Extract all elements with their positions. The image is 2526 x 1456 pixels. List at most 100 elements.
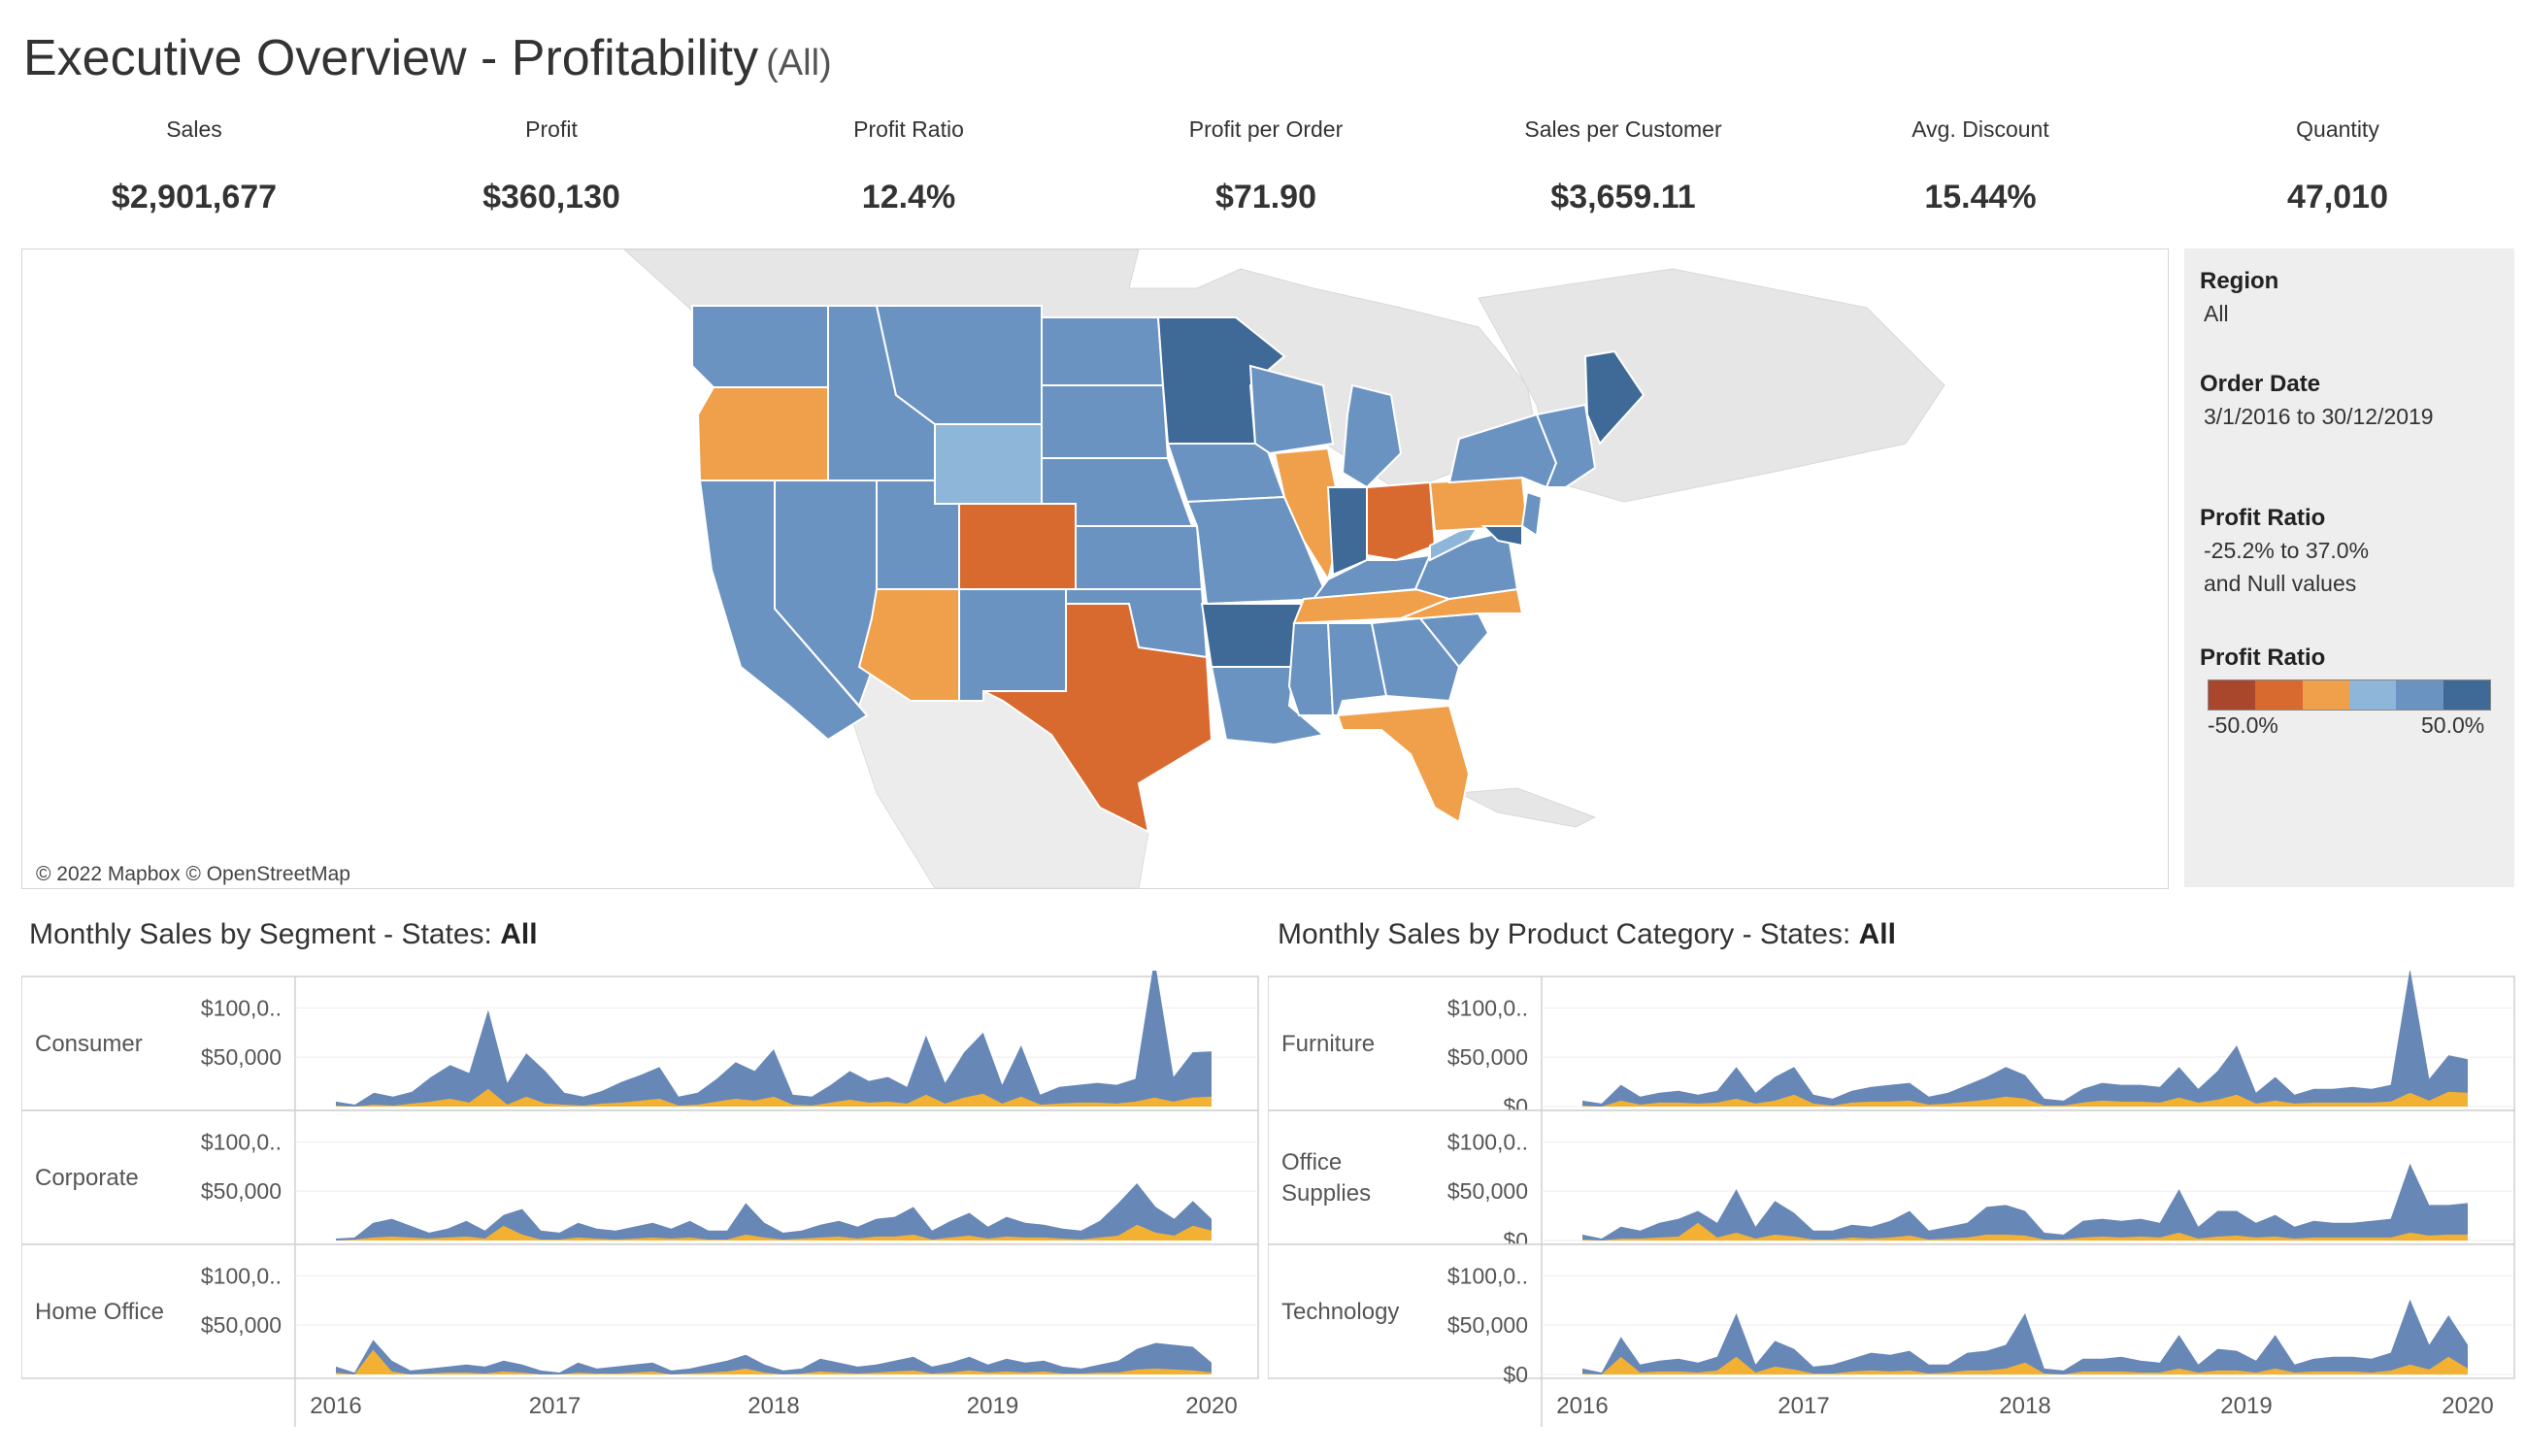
category-chart-title: Monthly Sales by Product Category - Stat… xyxy=(1278,918,1896,951)
profit-area[interactable] xyxy=(1582,1091,2468,1107)
kpi-label: Sales xyxy=(166,116,222,142)
segment-chart-title-text: Monthly Sales by Segment - States: xyxy=(29,918,501,950)
filter-order-date-value[interactable]: 3/1/2016 to 30/12/2019 xyxy=(2204,404,2434,429)
map-credit: © 2022 Mapbox © OpenStreetMap xyxy=(36,863,350,885)
state-wisconsin[interactable] xyxy=(1248,364,1335,455)
kpi-label: Profit per Order xyxy=(1188,116,1344,142)
profit-area[interactable] xyxy=(336,1088,1212,1107)
kpi-sales: Sales $2,901,677 xyxy=(16,116,373,216)
state-new-england[interactable] xyxy=(1535,403,1597,488)
sales-area[interactable] xyxy=(336,971,1212,1107)
legend-title: Profit Ratio xyxy=(2200,645,2326,671)
state-texas[interactable] xyxy=(982,603,1213,834)
profit-area[interactable] xyxy=(336,1224,1212,1241)
x-tick-label: 2018 xyxy=(1999,1393,2050,1419)
filters-panel: Region All Order Date 3/1/2016 to 30/12/… xyxy=(2184,248,2514,887)
x-tick-label: 2020 xyxy=(1185,1393,1237,1419)
category-chart-title-text: Monthly Sales by Product Category - Stat… xyxy=(1278,918,1859,950)
panel-label: Supplies xyxy=(1281,1180,1371,1207)
filter-region-value[interactable]: All xyxy=(2204,301,2229,326)
panel-label: Office xyxy=(1281,1149,1342,1175)
kpi-value: 47,010 xyxy=(2287,179,2388,215)
state-maine[interactable] xyxy=(1583,349,1645,446)
state-wyoming[interactable] xyxy=(934,423,1043,505)
legend-max: 50.0% xyxy=(2421,712,2485,738)
sales-area[interactable] xyxy=(336,1340,1212,1374)
panel-label: Technology xyxy=(1281,1299,1399,1325)
panel-label: Consumer xyxy=(35,1031,143,1057)
legend-swatch xyxy=(2443,680,2490,710)
category-sales-chart[interactable]: $100,0.. $50,000 $0 Furniture $100,0.. $50,00… xyxy=(1268,971,2516,1444)
sales-area[interactable] xyxy=(1582,1163,2468,1241)
page-title-text: Executive Overview - Profitability xyxy=(23,30,759,86)
state-indiana[interactable] xyxy=(1326,486,1368,577)
y-tick-label: $100,0.. xyxy=(1447,1263,1528,1288)
segment-sales-chart[interactable]: $100,0.. $50,000 Consumer $100,0.. $50,000 Co… xyxy=(21,971,1260,1444)
profit-area[interactable] xyxy=(1582,1222,2468,1241)
kpi-quantity: Quantity 47,010 xyxy=(2159,116,2516,216)
legend-swatch xyxy=(2302,680,2349,710)
map-canvas[interactable]: © 2022 Mapbox © OpenStreetMap xyxy=(22,249,2168,888)
kpi-profit-ratio: Profit Ratio 12.4% xyxy=(730,116,1087,216)
kpi-avg-discount: Avg. Discount 15.44% xyxy=(1802,116,2159,216)
state-south-dakota[interactable] xyxy=(1041,384,1170,459)
y-tick-label: $100,0.. xyxy=(201,1263,282,1288)
kpi-profit: Profit $360,130 xyxy=(373,116,730,216)
profit-area[interactable] xyxy=(1582,1356,2468,1374)
segment-chart-title-bold: All xyxy=(500,918,538,950)
state-kansas[interactable] xyxy=(1075,525,1204,590)
y-tick-label: $50,000 xyxy=(201,1044,282,1070)
state-nevada[interactable] xyxy=(774,480,878,708)
state-pennsylvania[interactable] xyxy=(1428,476,1529,533)
state-florida[interactable] xyxy=(1336,704,1471,824)
panel-frame xyxy=(21,1109,1259,1245)
filter-region-label: Region xyxy=(2200,268,2279,294)
kpi-label: Profit Ratio xyxy=(853,116,964,142)
filter-profit-ratio-range[interactable]: -25.2% to 37.0% xyxy=(2204,538,2370,563)
panel-frame xyxy=(21,1243,1259,1379)
x-tick-label: 2016 xyxy=(310,1393,361,1419)
category-chart-title-bold: All xyxy=(1858,918,1896,950)
filter-order-date-label: Order Date xyxy=(2200,371,2321,397)
state-north-dakota[interactable] xyxy=(1041,316,1165,386)
legend-swatch xyxy=(2209,680,2256,710)
state-west-virginia[interactable] xyxy=(1429,524,1481,562)
state-colorado[interactable] xyxy=(958,503,1077,590)
y-tick-label: $50,000 xyxy=(1447,1312,1528,1338)
filter-profit-ratio-null[interactable]: and Null values xyxy=(2204,571,2357,596)
x-tick-label: 2018 xyxy=(748,1393,799,1419)
page-title: Executive Overview - Profitability (All) xyxy=(23,29,832,87)
state-ohio[interactable] xyxy=(1366,480,1437,562)
filter-profit-ratio-label: Profit Ratio xyxy=(2200,505,2326,531)
state-maryland-delaware[interactable] xyxy=(1480,525,1523,547)
state-new-jersey[interactable] xyxy=(1520,490,1544,538)
state-new-mexico[interactable] xyxy=(958,588,1067,702)
state-mississippi[interactable] xyxy=(1287,622,1335,716)
y-tick-label: $100,0.. xyxy=(201,995,282,1020)
sales-area[interactable] xyxy=(1582,1299,2468,1374)
sales-area[interactable] xyxy=(1582,971,2468,1107)
kpi-value: 15.44% xyxy=(1924,179,2037,215)
state-arkansas[interactable] xyxy=(1200,603,1306,668)
y-tick-label: $50,000 xyxy=(201,1178,282,1204)
profit-area[interactable] xyxy=(336,1349,1212,1374)
y-tick-label: $0 xyxy=(1503,1362,1528,1387)
page-subtitle: (All) xyxy=(766,43,832,83)
panel-label: Furniture xyxy=(1281,1031,1375,1057)
state-washington[interactable] xyxy=(691,305,829,388)
profit-ratio-map[interactable]: © 2022 Mapbox © OpenStreetMap xyxy=(21,248,2169,889)
sales-area[interactable] xyxy=(336,1183,1212,1241)
legend-swatch xyxy=(2348,680,2397,710)
segment-chart-title: Monthly Sales by Segment - States: All xyxy=(29,918,538,951)
kpi-label: Quantity xyxy=(2296,116,2379,142)
profit-ratio-color-legend xyxy=(2208,679,2491,711)
y-tick-label: $50,000 xyxy=(1447,1178,1528,1204)
kpi-value: $71.90 xyxy=(1215,179,1316,215)
state-oregon[interactable] xyxy=(696,386,829,481)
y-tick-label: $50,000 xyxy=(201,1312,282,1338)
legend-min: -50.0% xyxy=(2208,712,2278,738)
kpi-label: Profit xyxy=(525,116,578,142)
y-tick-label: $100,0.. xyxy=(201,1129,282,1154)
x-tick-label: 2019 xyxy=(967,1393,1018,1419)
legend-swatch xyxy=(2255,680,2303,710)
